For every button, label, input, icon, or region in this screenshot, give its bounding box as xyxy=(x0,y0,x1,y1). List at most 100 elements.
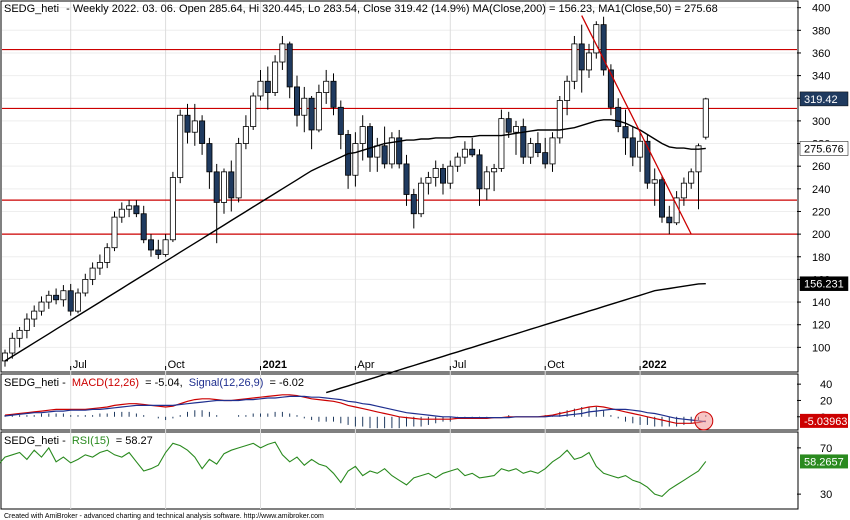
candle-up xyxy=(352,143,359,176)
price-y-tick-label: 140 xyxy=(812,297,830,309)
price-y-tick-label: 220 xyxy=(812,206,830,218)
macd-tag-box xyxy=(800,413,848,428)
candle-down xyxy=(396,137,403,165)
candle-up xyxy=(191,120,198,133)
candle-up xyxy=(104,247,111,263)
price-y-tick-label: 380 xyxy=(812,25,830,37)
candle-up xyxy=(75,292,82,312)
candle-up xyxy=(425,177,432,184)
downtrend-line xyxy=(581,15,692,235)
candle-up xyxy=(637,140,644,158)
candle-up xyxy=(447,165,454,184)
header-info: - Weekly 2022. 03. 06. Open 285.64, Hi 3… xyxy=(66,3,718,15)
candle-down xyxy=(140,213,147,241)
macd-y-tick-label: 40 xyxy=(820,379,832,391)
signal-label: Signal(12,26,9) xyxy=(189,377,264,389)
macd-symbol: SEDG_heti - xyxy=(4,377,66,389)
candle-down xyxy=(308,97,315,131)
macd-title: SEDG_heti - MACD(12,26) = -5.04, Signal(… xyxy=(4,377,304,389)
candle-up xyxy=(388,137,395,165)
candle-up xyxy=(461,148,468,158)
candle-down xyxy=(578,43,585,71)
candle-up xyxy=(257,80,264,97)
price-y-tick-label: 340 xyxy=(812,71,830,83)
rsi-value-tag: 58.2657 xyxy=(804,456,844,468)
price-y-tick-label: 360 xyxy=(812,48,830,60)
candle-up xyxy=(702,98,709,138)
candle-down xyxy=(381,145,388,165)
candle-down xyxy=(666,216,673,224)
candle-up xyxy=(2,352,8,362)
trendline xyxy=(581,15,692,235)
candle-down xyxy=(615,106,622,127)
candle-down xyxy=(228,171,235,199)
macd-value-tag: -5.03963 xyxy=(804,416,847,428)
price-y-axis: 4003803603403203002802602402202001801601… xyxy=(797,3,830,354)
candle-up xyxy=(498,118,505,169)
close-price-tag-box xyxy=(799,91,849,107)
candle-down xyxy=(469,148,476,156)
rsi-title: SEDG_heti - RSI(15) = 58.27 xyxy=(4,435,153,447)
rsi-value: = 58.27 xyxy=(116,435,153,447)
candle-down xyxy=(534,143,541,153)
candle-up xyxy=(16,329,23,339)
candle-up xyxy=(315,92,322,131)
candle-up xyxy=(60,290,67,301)
candle-up xyxy=(454,156,461,167)
price-y-tick-label: 200 xyxy=(812,229,830,241)
time-x-tick-label: Apr xyxy=(357,359,374,371)
rsi-tag-box xyxy=(800,454,848,469)
ma200-tag-box xyxy=(799,276,849,291)
candle-up xyxy=(272,61,279,93)
price-pane-frame xyxy=(0,0,799,373)
candle-down xyxy=(403,163,410,195)
rsi-pane-frame xyxy=(0,431,799,510)
candle-up xyxy=(586,52,593,71)
macd-pane: 40200-5.03963 xyxy=(4,379,848,431)
candle-up xyxy=(301,97,308,116)
rsi-pane: 70 30 58.2657 xyxy=(0,441,848,501)
candle-down xyxy=(644,140,651,184)
price-y-tick-label: 260 xyxy=(812,161,830,173)
time-x-axis: Jul Oct 2021 Apr Jul Oct 2022 xyxy=(70,359,667,371)
candle-up xyxy=(118,208,125,218)
candle-down xyxy=(264,80,271,93)
macd-value: = -5.04, xyxy=(145,377,183,389)
candle-up xyxy=(556,100,563,139)
signal-line xyxy=(4,395,706,423)
candle-up xyxy=(549,137,556,165)
candle-up xyxy=(31,310,38,320)
candle-down xyxy=(184,114,191,133)
macd-y-tick-label: 20 xyxy=(820,395,832,407)
candle-up xyxy=(651,179,658,184)
price-y-tick-label: 300 xyxy=(812,116,830,128)
time-x-tick-label: Jul xyxy=(73,359,87,371)
time-x-tick-label: 2021 xyxy=(263,359,287,371)
candle-up xyxy=(513,126,520,133)
candle-up xyxy=(242,126,249,144)
candle-up xyxy=(220,171,227,203)
signal-value: = -6.02 xyxy=(269,377,304,389)
candle-down xyxy=(67,290,74,312)
rsi-symbol: SEDG_heti - xyxy=(4,435,66,447)
candle-down xyxy=(520,126,527,158)
candle-up xyxy=(491,168,498,173)
candle-down xyxy=(600,24,607,71)
price-y-tick-label: 120 xyxy=(812,320,830,332)
candle-down xyxy=(330,80,337,108)
candle-down xyxy=(366,126,373,158)
footer-credit: Created with AmiBroker - advanced charti… xyxy=(4,513,324,520)
ma200-line xyxy=(325,283,706,394)
candle-down xyxy=(147,239,154,251)
candle-down xyxy=(505,118,512,133)
candle-down xyxy=(133,205,140,215)
candle-up xyxy=(89,267,96,280)
candle-up xyxy=(162,239,169,255)
candle-down xyxy=(53,294,60,301)
price-y-tick-label: 180 xyxy=(812,252,830,264)
candle-up xyxy=(250,95,257,127)
candle-up xyxy=(177,114,184,178)
candle-up xyxy=(323,80,330,93)
candle-up xyxy=(169,177,176,241)
time-x-tick-label: Oct xyxy=(547,359,564,371)
